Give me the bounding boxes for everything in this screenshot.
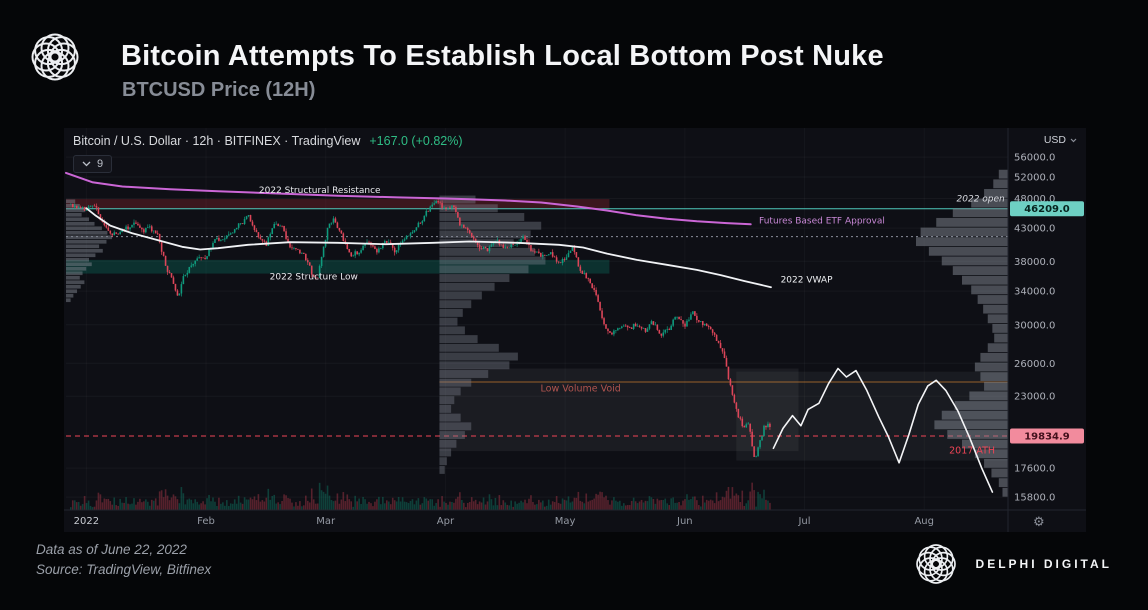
svg-text:43000.0: 43000.0 [1014, 224, 1055, 235]
chevron-down-icon [1070, 138, 1077, 142]
chart-panel: 2022 Structural Resistance 2022 Structure… [64, 128, 1086, 532]
svg-text:34000.0: 34000.0 [1014, 287, 1055, 298]
delphi-logo-icon [915, 544, 956, 584]
svg-text:Futures Based ETF Approval: Futures Based ETF Approval [759, 217, 885, 227]
price-change: +167.0 (+0.82%) [369, 134, 463, 148]
delphi-wordmark: DELPHI DIGITAL [975, 557, 1112, 571]
svg-text:Mar: Mar [316, 516, 336, 527]
currency-label: USD [1043, 134, 1066, 146]
svg-text:Jul: Jul [797, 516, 810, 527]
svg-text:38000.0: 38000.0 [1014, 257, 1055, 268]
svg-text:2022 open: 2022 open [957, 194, 1006, 204]
data-as-of: Data as of June 22, 2022 [36, 542, 187, 557]
indicator-count: 9 [97, 158, 104, 170]
page-subtitle: BTCUSD Price (12H) [122, 79, 316, 101]
price-chart-canvas[interactable]: 2022 Structural Resistance 2022 Structure… [64, 128, 1086, 532]
svg-text:30000.0: 30000.0 [1014, 320, 1055, 331]
settings-gear-icon[interactable]: ⚙ [1033, 515, 1045, 530]
chevron-down-icon [82, 161, 91, 167]
svg-text:26000.0: 26000.0 [1014, 359, 1055, 370]
svg-text:52000.0: 52000.0 [1014, 172, 1055, 183]
currency-selector[interactable]: USD [1044, 134, 1077, 146]
svg-text:17600.0: 17600.0 [1014, 464, 1055, 475]
svg-text:May: May [555, 516, 576, 527]
svg-text:Low Volume Void: Low Volume Void [541, 384, 621, 395]
svg-text:56000.0: 56000.0 [1014, 153, 1055, 164]
svg-text:Jun: Jun [676, 516, 693, 527]
svg-text:Aug: Aug [914, 516, 934, 527]
svg-text:48000.0: 48000.0 [1014, 194, 1055, 205]
delphi-logo-icon [31, 33, 79, 81]
data-source: Source: TradingView, Bitfinex [36, 561, 212, 577]
svg-text:23000.0: 23000.0 [1014, 392, 1055, 403]
svg-text:46209.0: 46209.0 [1024, 204, 1070, 215]
indicators-toggle[interactable]: 9 [73, 155, 113, 173]
svg-text:Apr: Apr [437, 516, 455, 527]
page-title: Bitcoin Attempts To Establish Local Bott… [121, 40, 884, 72]
svg-text:19834.9: 19834.9 [1024, 431, 1070, 442]
svg-text:2022 VWAP: 2022 VWAP [781, 276, 833, 286]
footer-note: Data as of June 22, 2022 Source: Trading… [36, 540, 211, 579]
svg-text:2022 Structural Resistance: 2022 Structural Resistance [259, 186, 381, 196]
svg-text:Feb: Feb [197, 516, 215, 527]
symbol-title: Bitcoin / U.S. Dollar · 12h · BITFINEX ·… [73, 134, 361, 148]
delphi-brand: DELPHI DIGITAL [909, 537, 1112, 591]
svg-text:2022 Structure Low: 2022 Structure Low [270, 273, 358, 283]
svg-text:15800.0: 15800.0 [1014, 493, 1055, 504]
svg-text:2017 ATH: 2017 ATH [949, 445, 995, 456]
svg-text:2022: 2022 [74, 516, 99, 527]
chart-legend[interactable]: Bitcoin / U.S. Dollar · 12h · BITFINEX ·… [73, 134, 463, 148]
